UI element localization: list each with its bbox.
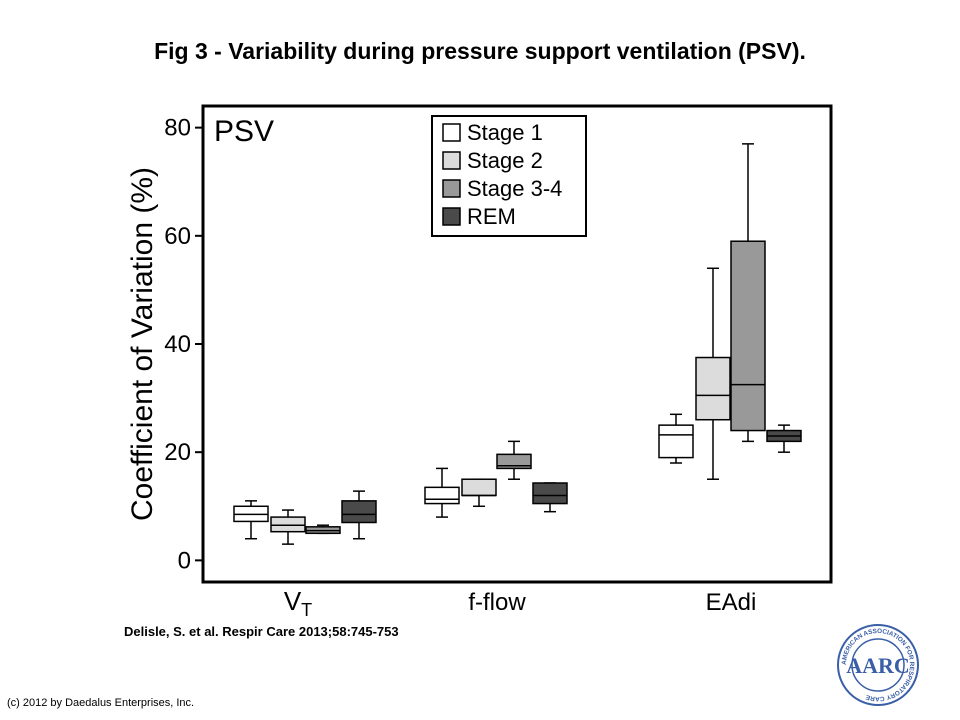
x-category-label: VT (284, 586, 312, 620)
x-axis-labels: VT f-flow EAdi (284, 586, 757, 620)
box-iqr (695, 356, 731, 421)
box-stage-2-2 (695, 267, 731, 480)
box-stage-3-4-1 (496, 440, 532, 480)
aarc-logo: AMERICAN ASSOCIATION FOR RESPIRATORY CAR… (837, 624, 919, 706)
legend-swatch (442, 207, 461, 226)
y-tick-label: 0 (178, 547, 191, 574)
x-category-label: f-flow (468, 589, 526, 616)
box-stage-1-2 (658, 413, 694, 464)
box-iqr (532, 482, 568, 505)
y-axis: 0 20 40 60 80 (164, 115, 203, 574)
x-category-label: EAdi (706, 589, 757, 616)
y-tick-label: 60 (164, 223, 191, 250)
legend-label: REM (467, 204, 516, 229)
box-rem-2 (766, 424, 802, 453)
panel-label: PSV (214, 115, 274, 148)
box-stage-2-1 (461, 478, 497, 508)
box-iqr (730, 240, 766, 432)
box-iqr (341, 500, 377, 524)
box-iqr (270, 516, 306, 533)
legend-label: Stage 3-4 (467, 176, 562, 201)
box-iqr (658, 424, 694, 459)
y-tick-label: 40 (164, 331, 191, 358)
y-axis-label: Coefficient of Variation (%) (126, 167, 159, 521)
legend-swatch (442, 151, 461, 170)
copyright-notice: (c) 2012 by Daedalus Enterprises, Inc. (7, 697, 195, 709)
y-tick-label: 20 (164, 439, 191, 466)
legend-label: Stage 1 (467, 120, 543, 145)
box-rem-0 (341, 490, 377, 540)
logo-initials: AARC (846, 653, 910, 678)
y-tick-label: 80 (164, 115, 191, 142)
legend-swatch (442, 179, 461, 198)
figure-title: Fig 3 - Variability during pressure supp… (154, 38, 806, 64)
box-stage-3-4-2 (730, 143, 766, 443)
legend-swatch (442, 123, 461, 142)
legend: Stage 1 Stage 2 Stage 3-4 REM (431, 115, 587, 237)
legend-label: Stage 2 (467, 148, 543, 173)
box-stage-3-4-0 (305, 524, 341, 535)
box-iqr (461, 478, 497, 497)
box-stage-1-1 (424, 467, 460, 518)
citation: Delisle, S. et al. Respir Care 2013;58:7… (124, 624, 399, 639)
box-stage-2-0 (270, 509, 306, 545)
box-iqr (496, 453, 532, 470)
box-rem-1 (532, 482, 568, 513)
box-series (233, 143, 802, 545)
box-iqr (424, 486, 460, 505)
box-stage-1-0 (233, 500, 269, 540)
